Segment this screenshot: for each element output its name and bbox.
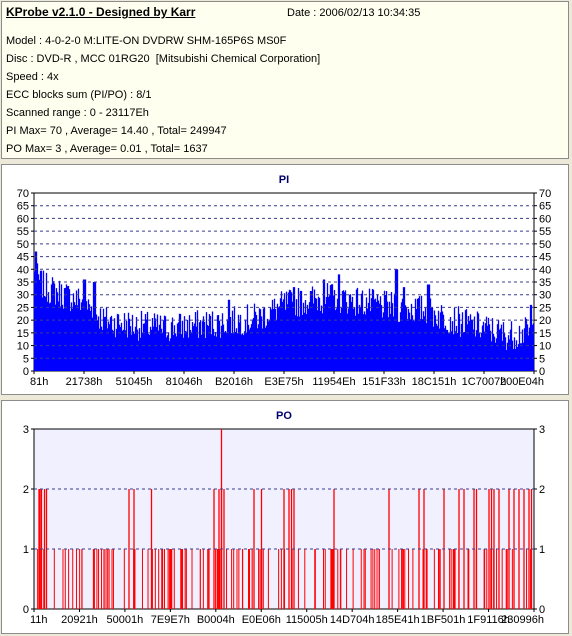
po-ytick-label-left: 2 [23, 484, 29, 496]
pi-ytick-label-right: 70 [539, 188, 551, 200]
pi-xtick-label: 21738h [66, 376, 103, 388]
info-line-po: PO Max= 3 , Average= 0.01 , Total= 1637 [6, 143, 208, 155]
po-ytick-label-right: 3 [539, 424, 545, 436]
info-line-range: Scanned range : 0 - 23117Eh [6, 107, 149, 119]
pi-ytick-label-right: 15 [539, 328, 551, 340]
pi-ytick-label-left: 50 [17, 239, 29, 251]
scan-date: Date : 2006/02/13 10:34:35 [287, 7, 421, 19]
po-xtick-label: 115005h [286, 614, 328, 626]
pi-ytick-label-right: 0 [539, 366, 545, 378]
pi-xtick-label: 81046h [166, 376, 203, 388]
pi-ytick-label-left: 45 [17, 252, 29, 264]
pi-xtick-label: B2016h [215, 376, 253, 388]
po-xtick-label: B0004h [197, 614, 235, 626]
po-xtick-label: 230996h [501, 614, 544, 626]
po-chart-panel: PO 0 0 1 1 2 2 3 3 11h 20921h 50001h 7E9E7h B0004h E0E… [1, 400, 569, 634]
po-ytick-label-right: 0 [539, 604, 545, 616]
pi-ytick-label-right: 60 [539, 213, 551, 225]
pi-ytick-label-left: 40 [17, 264, 29, 276]
pi-xtick-label: 51045h [116, 376, 153, 388]
po-ytick-label-right: 1 [539, 544, 545, 556]
pi-ytick-label-right: 65 [539, 201, 551, 213]
po-chart-title: PO [276, 410, 292, 422]
po-ytick-label-left: 0 [23, 604, 29, 616]
pi-ytick-label-left: 70 [17, 188, 29, 200]
pi-ytick-label-right: 10 [539, 341, 551, 353]
pi-ytick-label-left: 25 [17, 302, 29, 314]
info-line-pi: PI Max= 70 , Average= 14.40 , Total= 249… [6, 125, 227, 137]
pi-ytick-label-left: 5 [23, 353, 29, 365]
po-ytick-label-right: 2 [539, 484, 545, 496]
pi-ytick-label-left: 0 [23, 366, 29, 378]
po-xtick-label: 1F9116h [467, 614, 510, 626]
pi-ytick-label-right: 30 [539, 290, 551, 302]
pi-chart-panel: PI 0 0 5 5 10 10 15 15 20 20 25 25 30 30 35 35 40 40 45 45 50… [1, 164, 569, 395]
po-xtick-label: 1BF501h [421, 614, 466, 626]
app-title: KProbe v2.1.0 - Designed by Karr [6, 5, 196, 19]
po-xtick-label: 50001h [107, 614, 144, 626]
info-line-disc: Disc : DVD-R , MCC 01RG20 [Mitsubishi Ch… [6, 53, 321, 65]
po-xtick-label: 11h [30, 614, 48, 626]
pi-xtick-label: 81h [30, 376, 48, 388]
po-xtick-label: 7E9E7h [151, 614, 190, 626]
pi-xtick-label: 11954Eh [312, 376, 355, 388]
pi-xtick-label: 18C151h [412, 376, 457, 388]
pi-xtick-label: 1C7007h [462, 376, 507, 388]
pi-ytick-label-right: 45 [539, 252, 551, 264]
pi-chart-title: PI [279, 174, 289, 186]
pi-ytick-label-left: 35 [17, 277, 29, 289]
pi-ytick-label-right: 20 [539, 315, 551, 327]
pi-ytick-label-right: 50 [539, 239, 551, 251]
pi-xtick-label: E3E75h [264, 376, 303, 388]
pi-xtick-label: 151F33h [362, 376, 405, 388]
pi-ytick-label-right: 40 [539, 264, 551, 276]
info-line-model: Model : 4-0-2-0 M:LITE-ON DVDRW SHM-165P… [6, 35, 287, 47]
pi-ytick-label-right: 5 [539, 353, 545, 365]
info-line-ecc: ECC blocks sum (PI/PO) : 8/1 [6, 89, 152, 101]
info-panel: KProbe v2.1.0 - Designed by Karr Date : … [1, 1, 569, 159]
pi-bars [33, 251, 535, 371]
pi-ytick-label-left: 30 [17, 290, 29, 302]
po-xtick-label: 20921h [61, 614, 98, 626]
pi-ytick-label-right: 35 [539, 277, 551, 289]
pi-xtick-label: 200E04h [500, 376, 544, 388]
po-xtick-label: 14D704h [330, 614, 375, 626]
pi-ytick-label-left: 20 [17, 315, 29, 327]
po-xtick-label: 185E41h [376, 614, 420, 626]
po-chart: PO 0 0 1 1 2 2 3 3 11h 20921h 50001h 7E9E7h B0004h E0E… [23, 410, 545, 626]
info-line-speed: Speed : 4x [6, 71, 59, 83]
pi-ytick-label-left: 60 [17, 213, 29, 225]
po-ytick-label-left: 3 [23, 424, 29, 436]
pi-ytick-label-left: 55 [17, 226, 29, 238]
po-ytick-label-left: 1 [23, 544, 29, 556]
po-xtick-label: E0E06h [242, 614, 281, 626]
pi-ytick-label-right: 55 [539, 226, 551, 238]
pi-ytick-label-left: 15 [17, 328, 29, 340]
pi-ytick-label-left: 65 [17, 201, 29, 213]
pi-ytick-label-left: 10 [17, 341, 29, 353]
pi-ytick-label-right: 25 [539, 302, 551, 314]
